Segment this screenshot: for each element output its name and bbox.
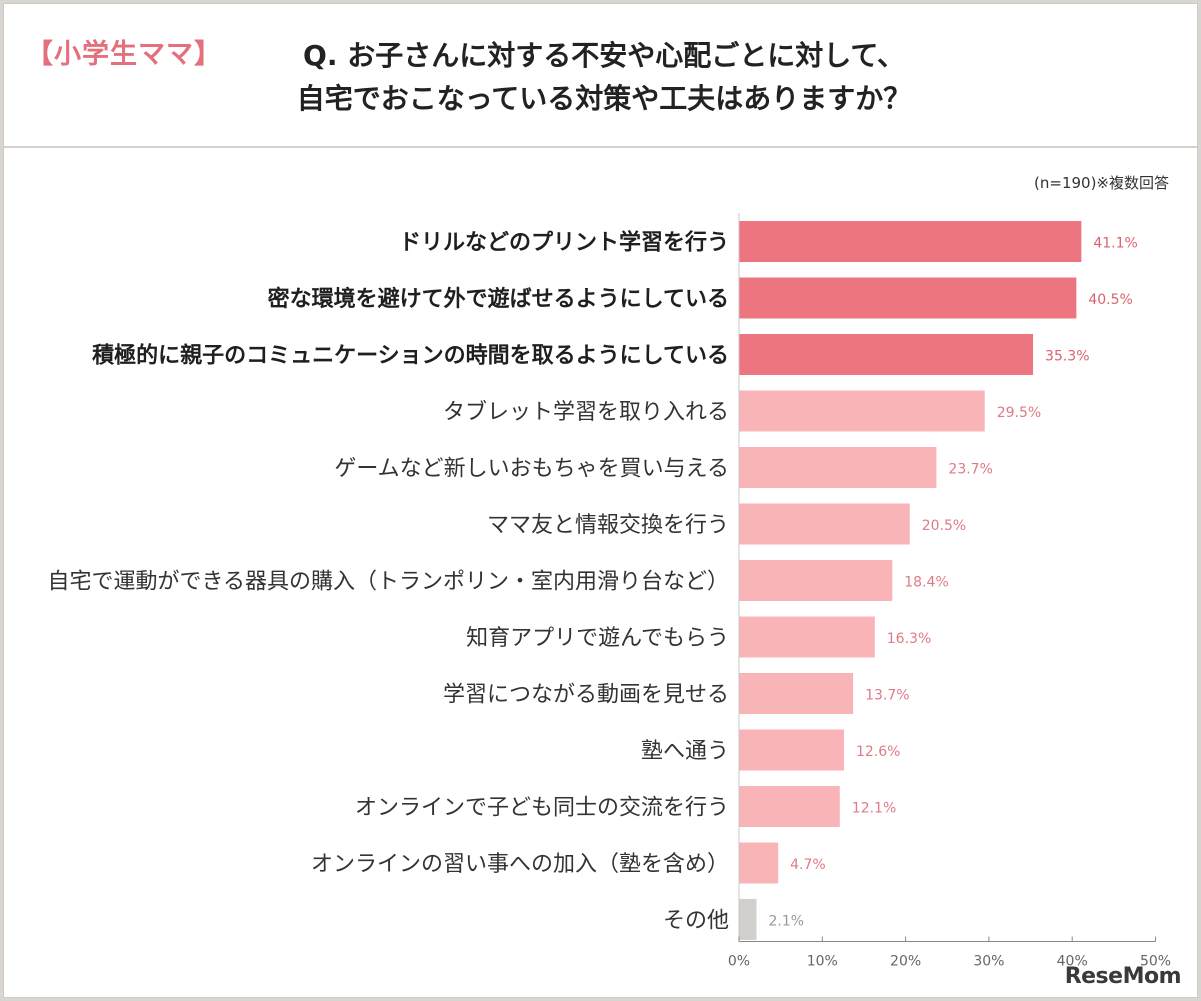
category-label-4: ゲームなど新しいおもちゃを買い与える [334,457,729,482]
category-label-10: オンラインで子ども同士の交流を行う [355,796,729,821]
bar-11 [739,842,779,884]
watermark-logo: ReseMom [1064,964,1182,989]
category-label-8: 学習につながる動画を見せる [443,683,729,708]
value-label-7: 16.3% [887,631,931,647]
bar-8 [739,673,854,714]
chart-frame: 【小学生ママ】 Q. お子さんに対する不安や心配ごとに対して、 自宅でおこなって… [3,3,1198,998]
bar-2 [739,334,1034,375]
x-tick-label-2: 20% [890,954,921,970]
value-label-8: 13.7% [865,688,909,704]
category-label-6: 自宅で運動ができる器具の購入（トランポリン・室内用滑り台など） [47,570,729,595]
bar-10 [739,786,840,827]
value-label-4: 23.7% [948,462,992,478]
value-label-3: 29.5% [997,405,1041,421]
bar-4 [739,447,937,488]
sample-note: (n=190)※複数回答 [1034,174,1169,192]
category-label-0: ドリルなどのプリント学習を行う [399,230,729,256]
category-label-12: その他 [663,909,729,934]
value-label-1: 40.5% [1088,292,1132,308]
category-label-5: ママ友と情報交換を行う [487,513,729,538]
value-label-2: 35.3% [1045,349,1089,365]
segment-tag: 【小学生ママ】 [26,39,222,70]
bar-0 [739,221,1082,262]
chart-title: Q. お子さんに対する不安や心配ごとに対して、 自宅でおこなっている対策や工夫は… [234,34,974,120]
bar-3 [739,390,985,432]
value-label-11: 4.7% [790,857,826,873]
bar-7 [739,616,875,658]
category-label-2: 積極的に親子のコミュニケーションの時間を取るようにしている [92,343,729,369]
category-label-9: 塾へ通う [641,739,729,764]
bar-1 [739,277,1077,319]
x-tick-label-5: 50% [1140,954,1171,970]
value-label-12: 2.1% [768,914,804,930]
x-tick-label-4: 40% [1057,954,1088,970]
question-line-1: Q. お子さんに対する不安や心配ごとに対して、 [303,39,905,72]
category-label-3: タブレット学習を取り入れる [443,400,729,425]
x-tick-label-1: 10% [807,954,838,970]
value-label-10: 12.1% [852,801,896,817]
value-label-9: 12.6% [856,744,900,760]
x-tick-label-0: 0% [728,954,750,970]
bar-chart: ドリルなどのプリント学習を行う 41.1% 密な環境を避けて外で遊ばせるようにしてい… [47,213,1171,970]
value-label-6: 18.4% [904,575,948,591]
value-label-0: 41.1% [1093,236,1137,252]
question-line-2: 自宅でおこなっている対策や工夫はありますか？ [296,82,912,115]
bar-9 [739,729,844,771]
category-label-11: オンラインの習い事への加入（塾を含め） [311,852,729,877]
bar-12 [739,899,757,940]
bar-6 [739,560,893,601]
x-tick-label-3: 30% [973,954,1004,970]
bar-5 [739,503,910,545]
category-label-7: 知育アプリで遊んでもらう [466,626,729,651]
category-label-1: 密な環境を避けて外で遊ばせるようにしている [268,286,729,312]
chart-header: 【小学生ママ】 Q. お子さんに対する不安や心配ごとに対して、 自宅でおこなって… [4,4,1197,148]
value-label-5: 20.5% [922,518,966,534]
